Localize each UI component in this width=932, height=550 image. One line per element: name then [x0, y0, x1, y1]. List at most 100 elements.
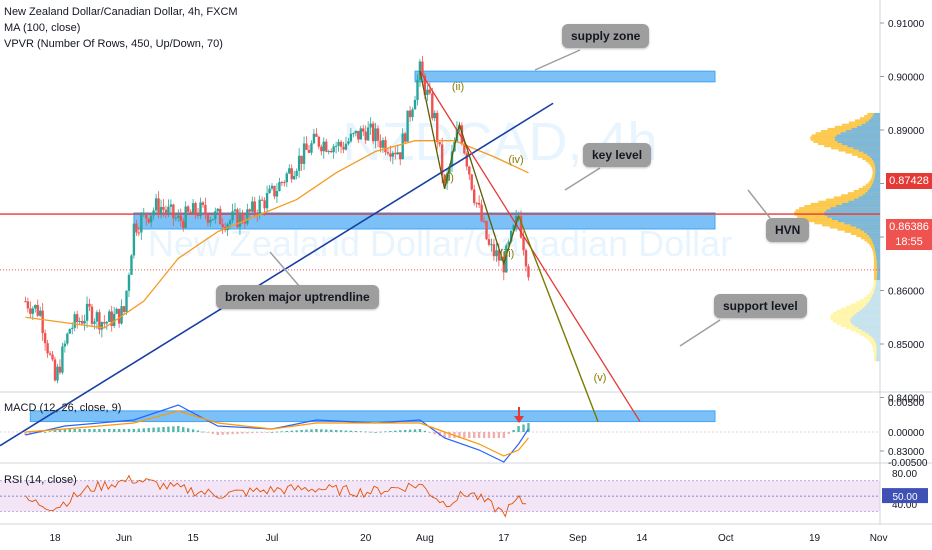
- macd-histogram-bar: [177, 426, 180, 432]
- candle-body: [428, 89, 432, 94]
- volume-profile-bar: [837, 228, 880, 231]
- candle-body: [312, 133, 316, 144]
- macd-histogram-bar: [379, 431, 382, 433]
- candle-body: [241, 212, 244, 222]
- volume-profile-bar: [875, 286, 880, 289]
- candle-body: [283, 182, 286, 184]
- candle-body: [248, 209, 252, 212]
- volume-profile-bar: [848, 200, 880, 203]
- volume-profile-bar: [873, 262, 880, 265]
- macd-histogram-bar: [502, 432, 505, 438]
- candle-body: [295, 170, 298, 176]
- price-tick-label: 0.84000: [888, 394, 925, 405]
- candle-body: [310, 143, 313, 153]
- macd-histogram-bar: [443, 432, 446, 438]
- rsi-panel-title[interactable]: RSI (14, close): [4, 474, 77, 486]
- candle-body: [36, 304, 39, 316]
- macd-histogram-bar: [349, 430, 353, 432]
- candle-body: [80, 320, 84, 324]
- macd-tick-label: -0.00500: [888, 458, 928, 469]
- volume-profile-bar: [864, 305, 880, 308]
- volume-profile-bar: [854, 119, 880, 122]
- macd-histogram-bar: [527, 423, 530, 432]
- volume-profile-bar: [874, 162, 880, 165]
- candle-body: [332, 146, 335, 153]
- candle-body: [460, 125, 464, 144]
- candle-body: [418, 61, 422, 80]
- candle-body: [305, 143, 308, 150]
- candle-body: [364, 131, 367, 141]
- candle-body: [209, 220, 212, 223]
- macd-panel-title[interactable]: MACD (12, 26, close, 9): [4, 402, 122, 414]
- vpvr-indicator-label[interactable]: VPVR (Number Of Rows, 450, Up/Down, 70): [4, 38, 223, 50]
- volume-profile-bar: [868, 162, 880, 165]
- macd-histogram-bar: [285, 431, 288, 432]
- zone-support-level[interactable]: [29, 410, 716, 423]
- volume-profile-bar: [845, 130, 880, 133]
- candle-body: [371, 123, 375, 142]
- macd-histogram-bar: [29, 432, 32, 435]
- volume-profile-bar: [874, 247, 880, 250]
- volume-profile-bar: [841, 142, 880, 146]
- macd-histogram-bar: [68, 429, 71, 432]
- broken-uptrendline[interactable]: [0, 102, 554, 447]
- candle-body: [268, 188, 271, 194]
- candle-body: [53, 359, 57, 381]
- price-tick-label: 0.85000: [888, 340, 925, 351]
- candle-body: [105, 321, 108, 324]
- candle-body: [389, 153, 392, 157]
- volume-profile-bar: [867, 153, 880, 156]
- volume-profile-bar: [859, 309, 880, 313]
- macd-histogram-bar: [315, 429, 318, 432]
- zone-key-level[interactable]: [133, 212, 716, 230]
- ma-100-line[interactable]: [25, 140, 529, 329]
- candle-body: [216, 208, 219, 212]
- candle-body: [231, 211, 234, 221]
- wave-v-projection[interactable]: [517, 215, 599, 422]
- volume-profile-bar: [875, 252, 880, 255]
- macd-histogram-bar: [43, 432, 47, 433]
- macd-signal-line[interactable]: [25, 410, 529, 457]
- candle-body: [352, 133, 355, 135]
- volume-profile-bar: [874, 175, 880, 178]
- macd-histogram-bar: [24, 432, 27, 435]
- volume-profile-bar: [870, 117, 880, 120]
- candle-body: [347, 141, 350, 144]
- rsi-line[interactable]: [25, 474, 526, 518]
- candle-body: [406, 110, 409, 142]
- macd-histogram-bar: [497, 432, 501, 438]
- candle-body: [75, 314, 79, 323]
- candle-body: [265, 193, 269, 209]
- macd-line[interactable]: [25, 404, 529, 463]
- candle-body: [362, 128, 365, 132]
- candle-body: [125, 290, 128, 313]
- macd-histogram-bar: [463, 432, 466, 438]
- candle-body: [120, 306, 123, 324]
- elliott-wave-path[interactable]: [419, 71, 520, 266]
- hvn-pointer: [747, 189, 771, 219]
- volume-profile-bar: [845, 151, 880, 154]
- wave-v-label: (v): [594, 372, 607, 384]
- price-tick-label: 0.83000: [888, 447, 925, 458]
- candle-body: [381, 140, 385, 148]
- candle-body: [90, 306, 94, 324]
- volume-profile-bar: [857, 155, 880, 158]
- candle-body: [280, 182, 284, 184]
- candle-body: [507, 241, 510, 246]
- key-level-label: key level: [583, 143, 652, 167]
- candle-body: [61, 346, 64, 373]
- candle-body: [500, 256, 503, 261]
- ma-indicator-label[interactable]: MA (100, close): [4, 22, 81, 34]
- zone-supply-zone[interactable]: [414, 70, 716, 83]
- candle-body: [492, 244, 496, 257]
- rsi-tick-label: 40.00: [892, 500, 917, 511]
- macd-histogram-bar: [339, 430, 343, 432]
- candle-body: [78, 320, 81, 323]
- volume-profile-bar: [876, 258, 880, 261]
- macd-histogram-bar: [487, 432, 491, 438]
- candle-body: [423, 75, 427, 96]
- candle-body: [243, 221, 247, 224]
- volume-profile-bar: [855, 226, 880, 229]
- volume-profile-bar: [877, 262, 880, 265]
